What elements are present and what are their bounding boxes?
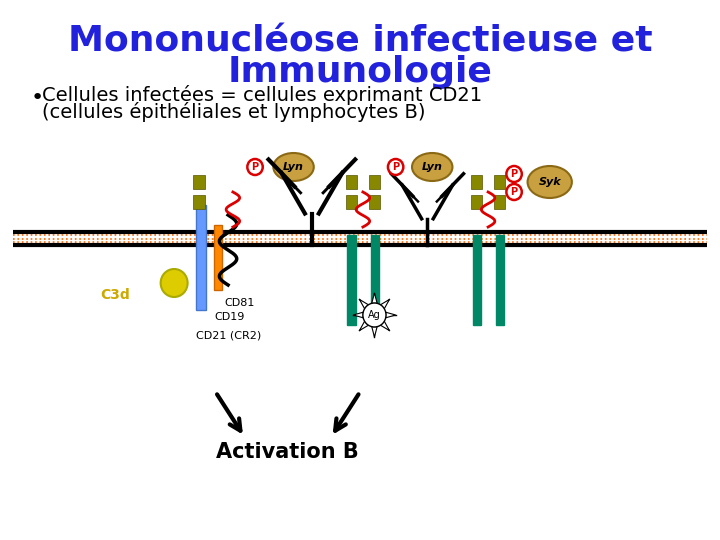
Polygon shape xyxy=(354,312,363,318)
Polygon shape xyxy=(359,321,369,330)
Circle shape xyxy=(506,184,522,200)
Circle shape xyxy=(248,159,263,175)
Circle shape xyxy=(506,166,522,182)
Polygon shape xyxy=(372,293,377,303)
Polygon shape xyxy=(359,300,369,309)
Text: Immunologie: Immunologie xyxy=(228,55,492,89)
Circle shape xyxy=(363,303,386,327)
Polygon shape xyxy=(380,300,390,309)
Text: Ag: Ag xyxy=(368,310,381,320)
Bar xyxy=(197,205,206,310)
Text: P: P xyxy=(510,187,518,197)
Text: P: P xyxy=(251,162,258,172)
Ellipse shape xyxy=(528,166,572,198)
Bar xyxy=(371,235,379,325)
Text: P: P xyxy=(510,169,518,179)
Text: •: • xyxy=(31,88,44,108)
Text: Lyn: Lyn xyxy=(283,162,304,172)
Bar xyxy=(471,175,482,189)
Text: CD81: CD81 xyxy=(224,298,255,308)
Bar xyxy=(472,235,482,325)
Text: CD21 (CR2): CD21 (CR2) xyxy=(197,330,261,340)
Polygon shape xyxy=(386,312,395,318)
Text: C3d: C3d xyxy=(100,288,130,302)
Bar xyxy=(346,175,357,189)
Polygon shape xyxy=(372,327,377,337)
Circle shape xyxy=(388,159,403,175)
Bar xyxy=(494,175,505,189)
Text: CD19: CD19 xyxy=(215,312,245,322)
Circle shape xyxy=(161,269,188,297)
Text: Cellules infectées = cellules exprimant CD21: Cellules infectées = cellules exprimant … xyxy=(42,85,482,105)
Text: Activation B: Activation B xyxy=(217,442,359,462)
Text: Syk: Syk xyxy=(539,177,561,187)
Text: Mononucléose infectieuse et: Mononucléose infectieuse et xyxy=(68,25,652,59)
Bar xyxy=(471,195,482,209)
Ellipse shape xyxy=(412,153,452,181)
Bar xyxy=(348,235,356,325)
Polygon shape xyxy=(380,321,390,330)
Bar xyxy=(494,195,505,209)
Bar xyxy=(346,195,357,209)
Bar xyxy=(214,225,222,290)
Bar xyxy=(194,175,205,189)
Text: (cellules épithéliales et lymphocytes B): (cellules épithéliales et lymphocytes B) xyxy=(42,102,426,122)
Bar xyxy=(369,195,380,209)
Bar xyxy=(369,175,380,189)
Text: Lyn: Lyn xyxy=(422,162,443,172)
Ellipse shape xyxy=(274,153,314,181)
Bar xyxy=(496,235,505,325)
Bar xyxy=(194,195,205,209)
Text: P: P xyxy=(392,162,399,172)
